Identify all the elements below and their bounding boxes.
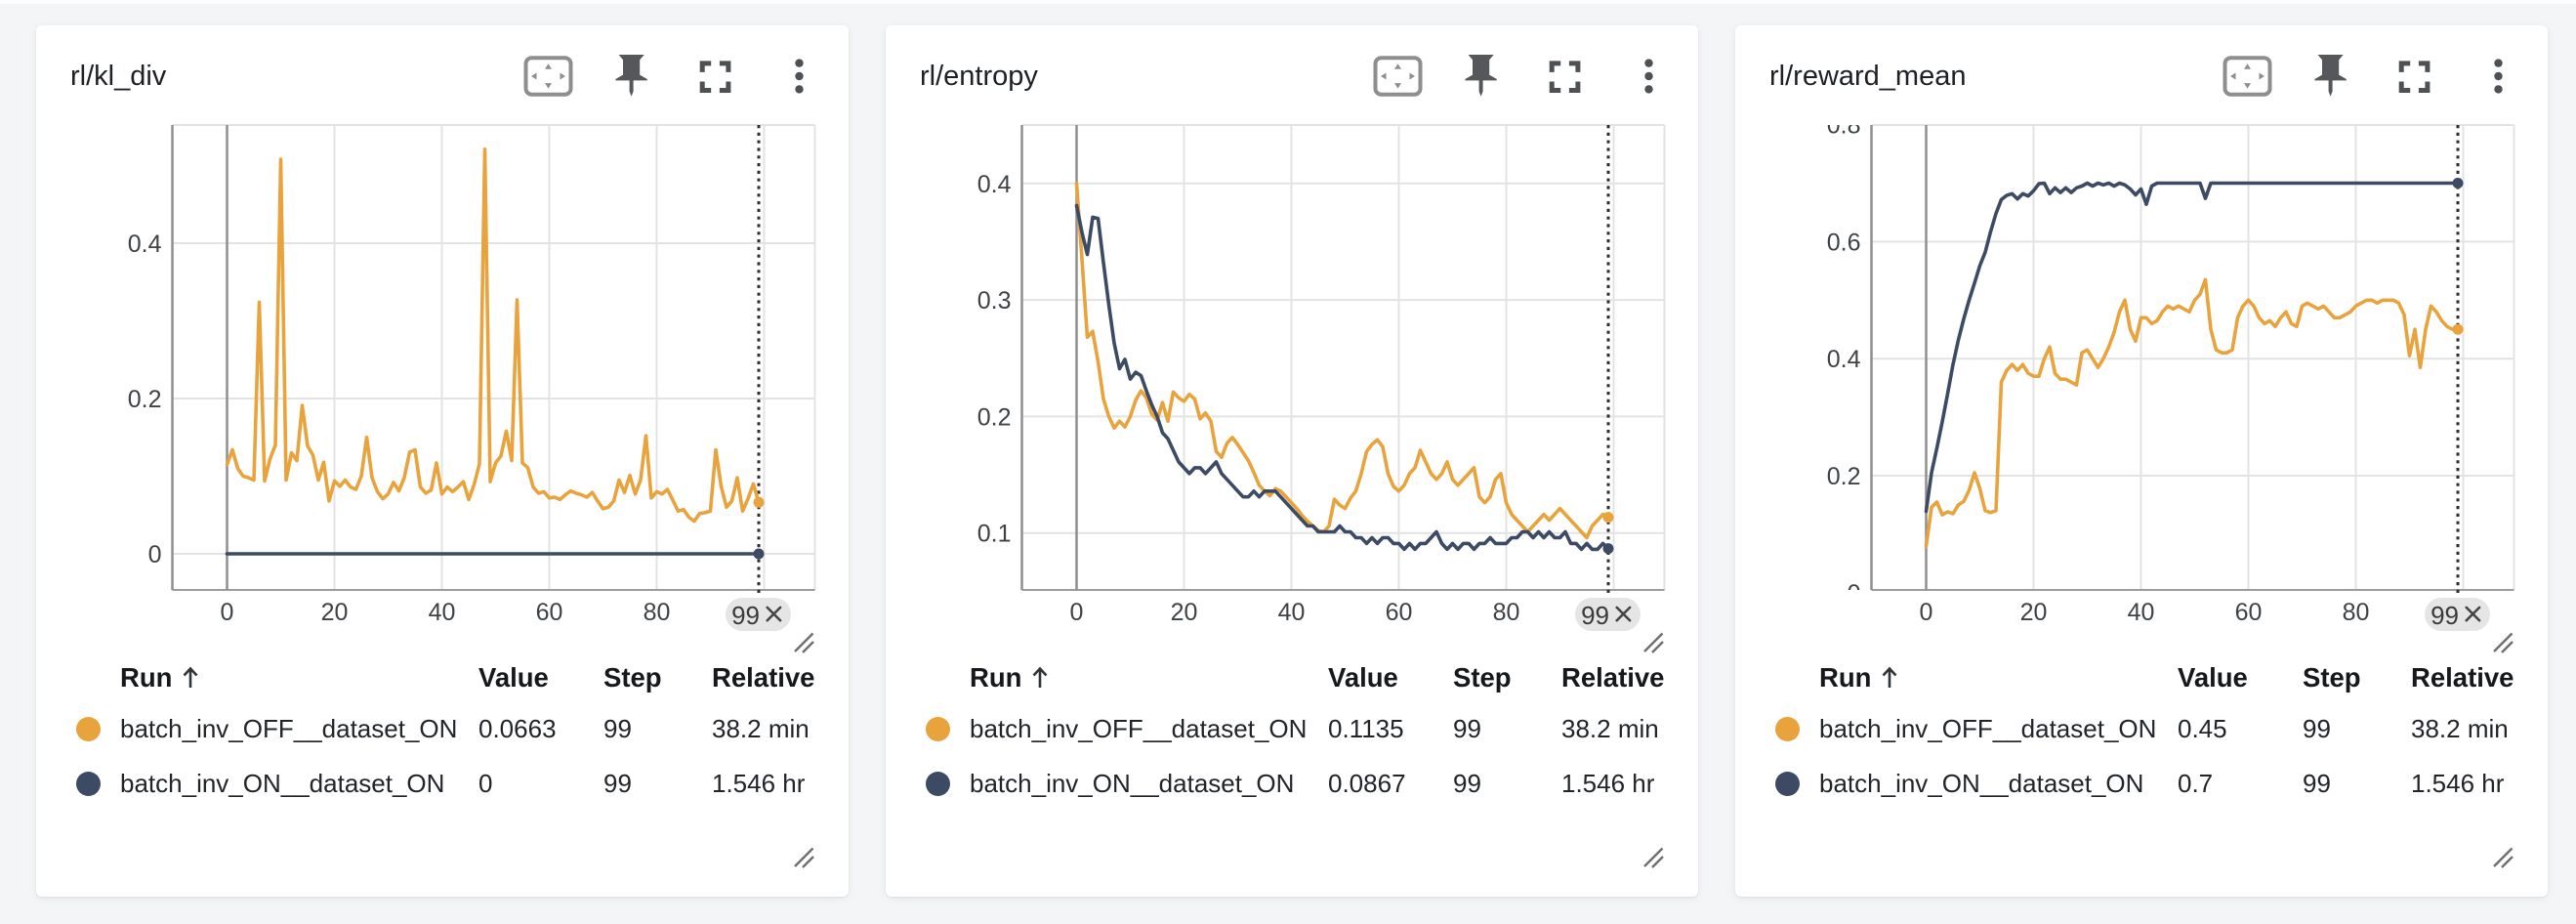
svg-text:60: 60	[2235, 599, 2263, 626]
svg-text:0.4: 0.4	[128, 231, 162, 258]
svg-text:40: 40	[1278, 599, 1306, 626]
svg-text:0.2: 0.2	[977, 403, 1012, 431]
svg-text:99: 99	[1581, 601, 1609, 630]
svg-text:0.3: 0.3	[977, 287, 1012, 315]
svg-text:80: 80	[2343, 599, 2370, 626]
svg-text:0.1: 0.1	[977, 521, 1012, 548]
svg-text:0.6: 0.6	[1827, 229, 1861, 256]
svg-text:20: 20	[321, 599, 349, 626]
svg-text:0.2: 0.2	[128, 386, 162, 413]
svg-text:0: 0	[1920, 599, 1933, 626]
svg-text:20: 20	[1171, 599, 1198, 626]
svg-text:60: 60	[1386, 599, 1413, 626]
svg-text:80: 80	[1493, 599, 1520, 626]
svg-text:0.8: 0.8	[1827, 112, 1861, 140]
svg-text:40: 40	[2128, 599, 2155, 626]
svg-text:20: 20	[2020, 599, 2048, 626]
svg-text:0: 0	[221, 599, 234, 626]
svg-text:99: 99	[2431, 601, 2459, 630]
svg-text:0.2: 0.2	[1827, 463, 1861, 490]
svg-text:60: 60	[536, 599, 563, 626]
svg-text:0.4: 0.4	[977, 171, 1012, 198]
svg-text:99: 99	[731, 601, 760, 630]
svg-text:0: 0	[148, 541, 162, 568]
svg-text:0: 0	[1070, 599, 1084, 626]
svg-text:0.4: 0.4	[1827, 346, 1861, 373]
svg-text:80: 80	[644, 599, 671, 626]
svg-text:0: 0	[1848, 580, 1861, 608]
svg-text:40: 40	[429, 599, 456, 626]
